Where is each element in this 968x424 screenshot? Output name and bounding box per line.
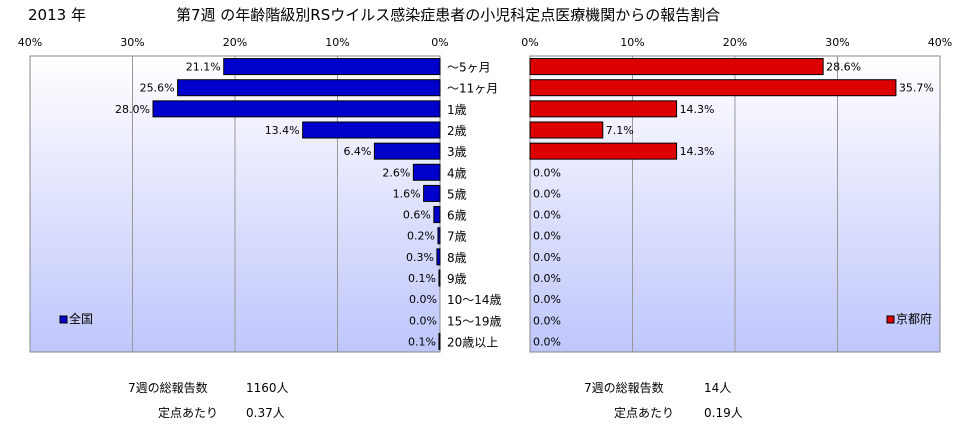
category-label: 4歳 (447, 166, 467, 180)
kyoto-data-label: 0.0% (533, 187, 561, 200)
kyoto-legend-label: 京都府 (896, 311, 932, 326)
category-label: 15〜19歳 (447, 314, 502, 328)
national-bar (437, 227, 441, 245)
national-total-label: 7週の総報告数 (128, 381, 208, 395)
national-bar (412, 163, 441, 181)
kyoto-data-label: 0.0% (533, 230, 561, 243)
national-data-label: 28.0% (115, 103, 150, 116)
chart-title: 第7週 の年齢階級別RSウイルス感染症患者の小児科定点医療機関からの報告割合 (176, 6, 721, 24)
national-bar (438, 269, 441, 287)
category-label: 1歳 (447, 103, 467, 117)
category-label: 〜11ヶ月 (447, 82, 498, 96)
national-tick-label: 20% (223, 36, 247, 49)
national-data-label: 0.2% (407, 230, 435, 243)
national-bar (438, 332, 441, 350)
kyoto-per-label: 定点あたり (614, 406, 675, 420)
national-per-label: 定点あたり (158, 406, 219, 420)
kyoto-tick-label: 20% (723, 36, 747, 49)
kyoto-bar (529, 142, 678, 160)
kyoto-total-label: 7週の総報告数 (584, 381, 664, 395)
national-data-label: 21.1% (186, 61, 221, 74)
kyoto-data-label: 0.0% (533, 335, 561, 348)
national-legend-label: 全国 (69, 311, 93, 326)
national-per-value: 0.37人 (246, 406, 285, 420)
national-data-label: 6.4% (343, 145, 371, 158)
category-label: 9歳 (447, 272, 467, 286)
kyoto-data-label: 14.3% (680, 145, 715, 158)
national-legend-swatch (59, 315, 68, 324)
national-bar (302, 121, 441, 139)
national-bar (433, 206, 441, 224)
national-tick-label: 10% (325, 36, 349, 49)
kyoto-data-label: 0.0% (533, 293, 561, 306)
national-bar (373, 142, 441, 160)
national-bar (223, 58, 441, 76)
national-data-label: 25.6% (140, 82, 175, 95)
kyoto-legend-swatch (886, 315, 895, 324)
kyoto-tick-label: 40% (928, 36, 952, 49)
national-data-label: 13.4% (265, 124, 300, 137)
kyoto-data-label: 0.0% (533, 251, 561, 264)
kyoto-tick-label: 30% (825, 36, 849, 49)
national-total-value: 1160人 (246, 381, 289, 395)
kyoto-tick-label: 0% (521, 36, 538, 49)
kyoto-data-label: 0.0% (533, 166, 561, 179)
category-label: 10〜14歳 (447, 293, 502, 307)
kyoto-per-value: 0.19人 (704, 406, 743, 420)
national-data-label: 1.6% (393, 187, 421, 200)
national-tick-label: 30% (120, 36, 144, 49)
national-data-label: 0.1% (408, 272, 436, 285)
national-bar (423, 184, 441, 202)
category-label: 2歳 (447, 124, 467, 138)
kyoto-bar (529, 121, 604, 139)
national-data-label: 0.6% (403, 209, 431, 222)
chart-year: 2013 年 (28, 6, 86, 24)
kyoto-tick-label: 10% (620, 36, 644, 49)
kyoto-data-label: 14.3% (680, 103, 715, 116)
national-bar (436, 248, 441, 266)
national-tick-label: 0% (431, 36, 448, 49)
kyoto-bar (529, 100, 678, 118)
kyoto-data-label: 7.1% (606, 124, 634, 137)
national-data-label: 2.6% (382, 166, 410, 179)
national-data-label: 0.1% (408, 335, 436, 348)
category-label: 〜5ヶ月 (447, 61, 491, 75)
kyoto-data-label: 35.7% (899, 82, 934, 95)
category-label: 7歳 (447, 230, 467, 244)
kyoto-data-label: 28.6% (826, 61, 861, 74)
category-label: 5歳 (447, 187, 467, 201)
national-data-label: 0.0% (409, 314, 437, 327)
kyoto-total-value: 14人 (704, 381, 732, 395)
category-label: 8歳 (447, 251, 467, 265)
category-label: 20歳以上 (447, 335, 498, 349)
national-bar (177, 79, 441, 97)
national-data-label: 0.3% (406, 251, 434, 264)
category-label: 6歳 (447, 209, 467, 223)
national-bar (152, 100, 441, 118)
national-data-label: 0.0% (409, 293, 437, 306)
national-tick-label: 40% (18, 36, 42, 49)
kyoto-bar (529, 58, 824, 76)
category-label: 3歳 (447, 145, 467, 159)
kyoto-bar (529, 79, 897, 97)
kyoto-data-label: 0.0% (533, 272, 561, 285)
kyoto-data-label: 0.0% (533, 209, 561, 222)
kyoto-data-label: 0.0% (533, 314, 561, 327)
